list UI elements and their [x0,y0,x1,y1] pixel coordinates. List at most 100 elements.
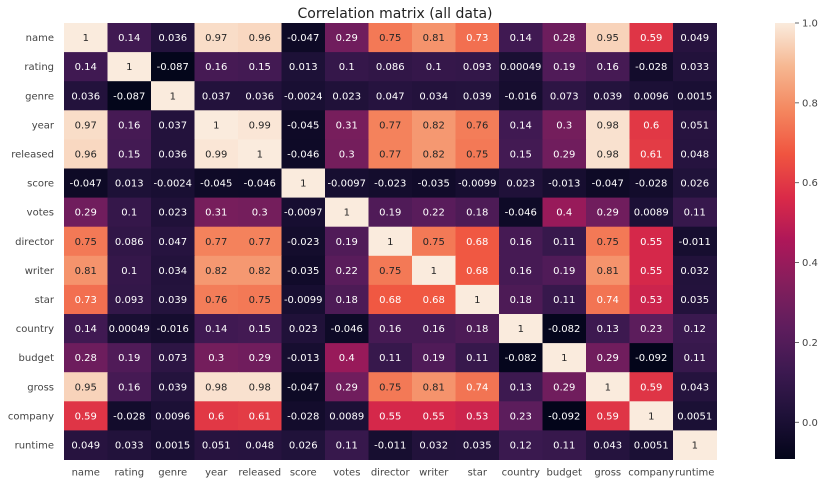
cell-value-label-rating-votes: 0.1 [339,62,355,73]
cell-value-label-country-released: 0.15 [249,324,271,335]
heatmap-cell-genre-name [64,81,108,111]
cell-value-label-writer-released: 0.82 [249,266,271,277]
cell-value-label-star-votes: 0.18 [336,295,358,306]
cell-value-label-director-gross: 0.75 [597,237,619,248]
x-tick-label-year: year [205,468,228,479]
heatmap-cell-gross-name [64,372,108,402]
cell-value-label-votes-writer: 0.22 [423,208,445,219]
cell-value-label-writer-votes: 0.22 [336,266,358,277]
cell-value-label-director-released: 0.77 [249,237,271,248]
y-tick-label-director: director [15,237,55,248]
heatmap-cell-company-runtime [673,401,717,431]
colorbar-tick-label-0.0: 0.0 [802,418,818,429]
cell-value-label-score-gross: -0.047 [592,179,624,190]
cell-value-label-year-rating: 0.16 [118,120,140,131]
cell-value-label-budget-budget: 1 [561,353,567,364]
cell-value-label-runtime-runtime: 1 [692,440,698,451]
cell-value-label-votes-score: -0.0097 [284,208,323,219]
cell-value-label-released-country: 0.15 [510,149,532,160]
heatmap-cell-year-director [368,110,413,140]
cell-value-label-score-country: 0.023 [506,179,535,190]
cell-value-label-writer-director: 0.75 [379,266,401,277]
cell-value-label-star-runtime: 0.035 [680,295,709,306]
cell-value-label-votes-company: 0.0089 [634,208,669,219]
cell-value-label-score-genre: -0.0024 [153,179,192,190]
heatmap-cell-name-year [194,23,239,53]
heatmap-cell-released-budget [542,139,587,169]
y-tick-label-company: company [8,411,54,422]
y-tick-labels: name rating genre year released score votes dir… [8,33,55,451]
heatmap-cell-runtime-genre [151,430,195,460]
heatmap-cell-year-runtime [673,110,717,140]
heatmap-cell-runtime-name [64,430,108,460]
cell-value-label-rating-year: 0.16 [205,62,227,73]
heatmap-cell-votes-name [64,197,108,228]
cell-value-label-runtime-year: 0.051 [202,440,231,451]
heatmap-cell-writer-votes [325,255,369,286]
cell-value-label-company-gross: 0.59 [597,411,619,422]
cell-value-label-writer-gross: 0.81 [597,266,619,277]
heatmap-cell-genre-gross [586,81,630,111]
colorbar-gradient [775,23,795,459]
heatmap-cell-votes-votes [325,197,369,228]
heatmap-cell-score-score [281,168,326,199]
heatmap-cell-released-writer [412,139,456,169]
heatmap-cell-votes-gross [586,197,630,228]
heatmap-cell-released-name [64,139,108,169]
x-tick-label-name: name [72,468,100,479]
heatmap-cell-genre-score [281,81,326,111]
cell-value-label-writer-name: 0.81 [75,266,97,277]
cell-value-label-runtime-director: -0.011 [374,440,406,451]
cell-value-label-genre-released: 0.036 [245,91,274,102]
heatmap-cell-genre-rating [107,81,152,111]
heatmap-cell-released-released [238,139,282,169]
cell-value-label-director-year: 0.77 [205,237,227,248]
cell-value-label-genre-country: -0.016 [505,91,537,102]
heatmap-cell-genre-runtime [673,81,717,111]
cell-value-label-country-director: 0.16 [379,324,401,335]
cell-value-label-runtime-rating: 0.033 [115,440,144,451]
heatmap-cell-company-name [64,401,108,431]
cell-value-label-company-director: 0.55 [379,411,401,422]
cell-value-label-released-gross: 0.98 [597,149,619,160]
y-tick-label-runtime: runtime [15,440,54,451]
heatmap-cell-genre-company [629,81,674,111]
cell-value-label-rating-score: 0.013 [289,62,318,73]
x-tick-label-score: score [290,468,317,479]
cell-value-label-rating-country: 0.00049 [500,62,541,73]
cell-value-label-score-name: -0.047 [70,179,102,190]
cell-value-label-genre-gross: 0.039 [593,91,622,102]
heatmap-cell-country-star [455,314,500,344]
cell-value-label-star-company: 0.53 [640,295,662,306]
cell-value-label-gross-budget: 0.29 [553,382,575,393]
heatmap-cell-votes-star [455,197,500,228]
heatmap-cell-country-rating [107,314,152,344]
cell-value-label-score-runtime: 0.026 [680,179,709,190]
heatmap-cell-year-company [629,110,674,140]
cell-value-label-budget-director: 0.11 [379,353,401,364]
cell-value-label-budget-score: -0.013 [287,353,319,364]
cell-value-label-director-score: -0.023 [287,237,319,248]
cell-value-label-rating-runtime: 0.033 [680,62,709,73]
cell-value-label-year-writer: 0.82 [423,120,445,131]
cell-value-label-year-country: 0.14 [510,120,532,131]
cell-value-label-star-star: 1 [474,295,480,306]
cell-value-label-gross-released: 0.98 [249,382,271,393]
cell-value-label-star-writer: 0.68 [423,295,445,306]
cell-value-label-votes-director: 0.19 [379,208,401,219]
cell-value-label-company-company: 1 [648,411,654,422]
cell-value-label-rating-star: 0.093 [463,62,492,73]
heatmap-cell-runtime-budget [542,430,587,460]
cell-value-label-name-rating: 0.14 [118,33,140,44]
colorbar: 0.0 0.2 0.4 0.6 0.8 1.0 [775,19,818,459]
heatmap-cell-rating-writer [412,52,456,82]
cell-value-label-budget-gross: 0.29 [597,353,619,364]
cell-value-label-released-name: 0.96 [75,149,97,160]
heatmap-cell-country-company [629,314,674,344]
heatmap-cell-budget-name [64,343,108,373]
heatmap-cell-name-released [238,23,282,53]
y-tick-label-rating: rating [24,62,54,73]
cell-value-label-runtime-star: 0.035 [463,440,492,451]
cell-value-label-name-director: 0.75 [379,33,401,44]
heatmap-cell-director-name [64,226,108,257]
